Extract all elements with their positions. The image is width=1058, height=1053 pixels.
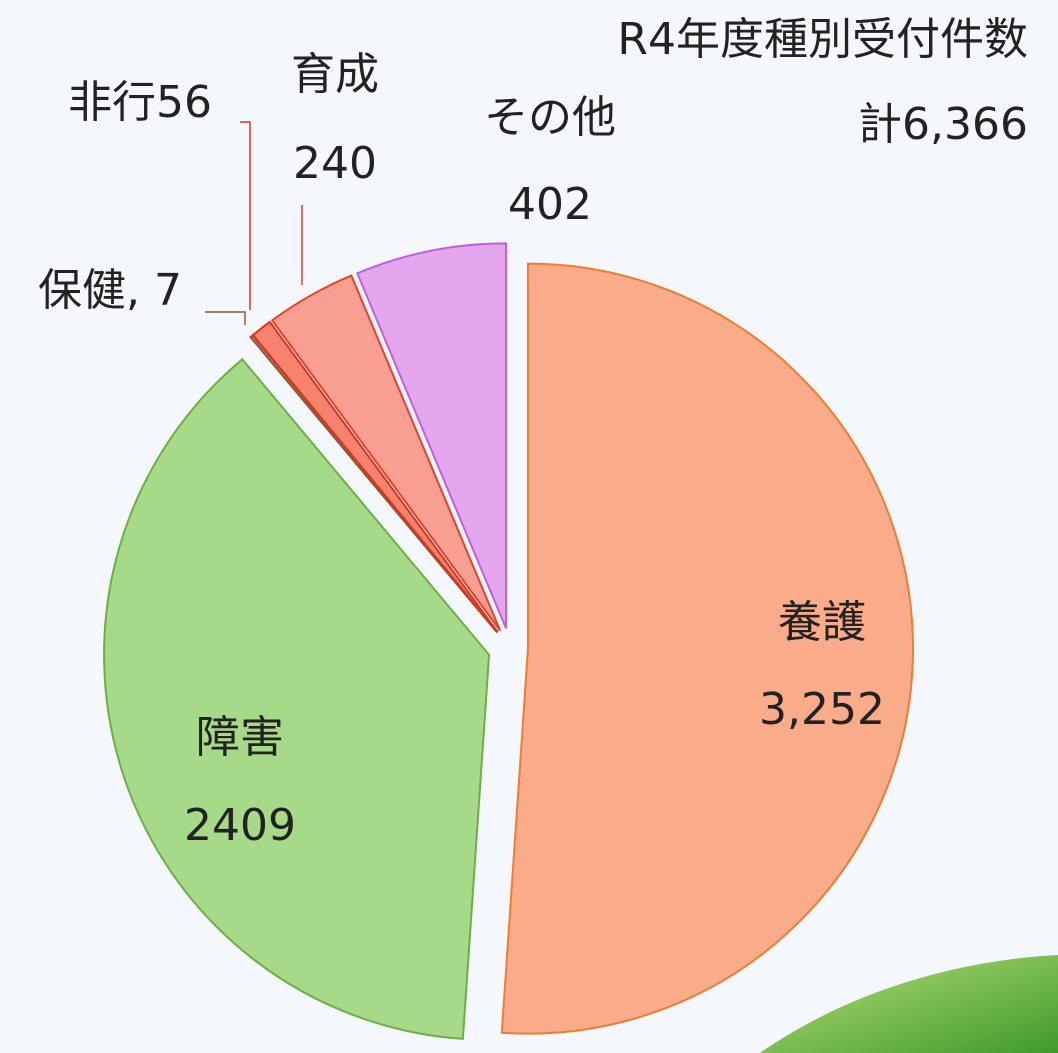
pie [103, 242, 914, 1040]
value-label: 3,252 [759, 684, 885, 735]
pie-slice [251, 320, 499, 633]
category-label: その他 [484, 92, 616, 143]
category-label: 非行 [68, 77, 156, 128]
pie-slice [270, 274, 502, 632]
value-label: 240 [293, 138, 377, 189]
data-label: 非行56 [68, 77, 212, 128]
pie-slice [500, 262, 914, 1035]
pie-slice [103, 357, 491, 1040]
data-label: 保健, 7 [38, 265, 182, 316]
category-label: 育成 [291, 49, 379, 100]
chart-title: R4年度種別受付件数 [617, 14, 1028, 65]
pie-slice [355, 242, 508, 629]
category-label: 保健 [38, 265, 126, 316]
labels: 養護 3,252 障害 2409 保健, 7 非行56 育成 240 その他 402 [38, 49, 885, 851]
value-label: 402 [508, 179, 592, 230]
leader-line [240, 121, 251, 310]
leader-line [205, 311, 246, 325]
leaf-decoration [760, 955, 1058, 1053]
total-label: 計6,366 [858, 99, 1028, 150]
value-label: 2409 [184, 800, 296, 851]
category-label: 養護 [778, 597, 866, 648]
category-label: 障害 [196, 712, 284, 763]
value-label: 56 [156, 77, 212, 128]
value-label: , 7 [126, 265, 182, 316]
